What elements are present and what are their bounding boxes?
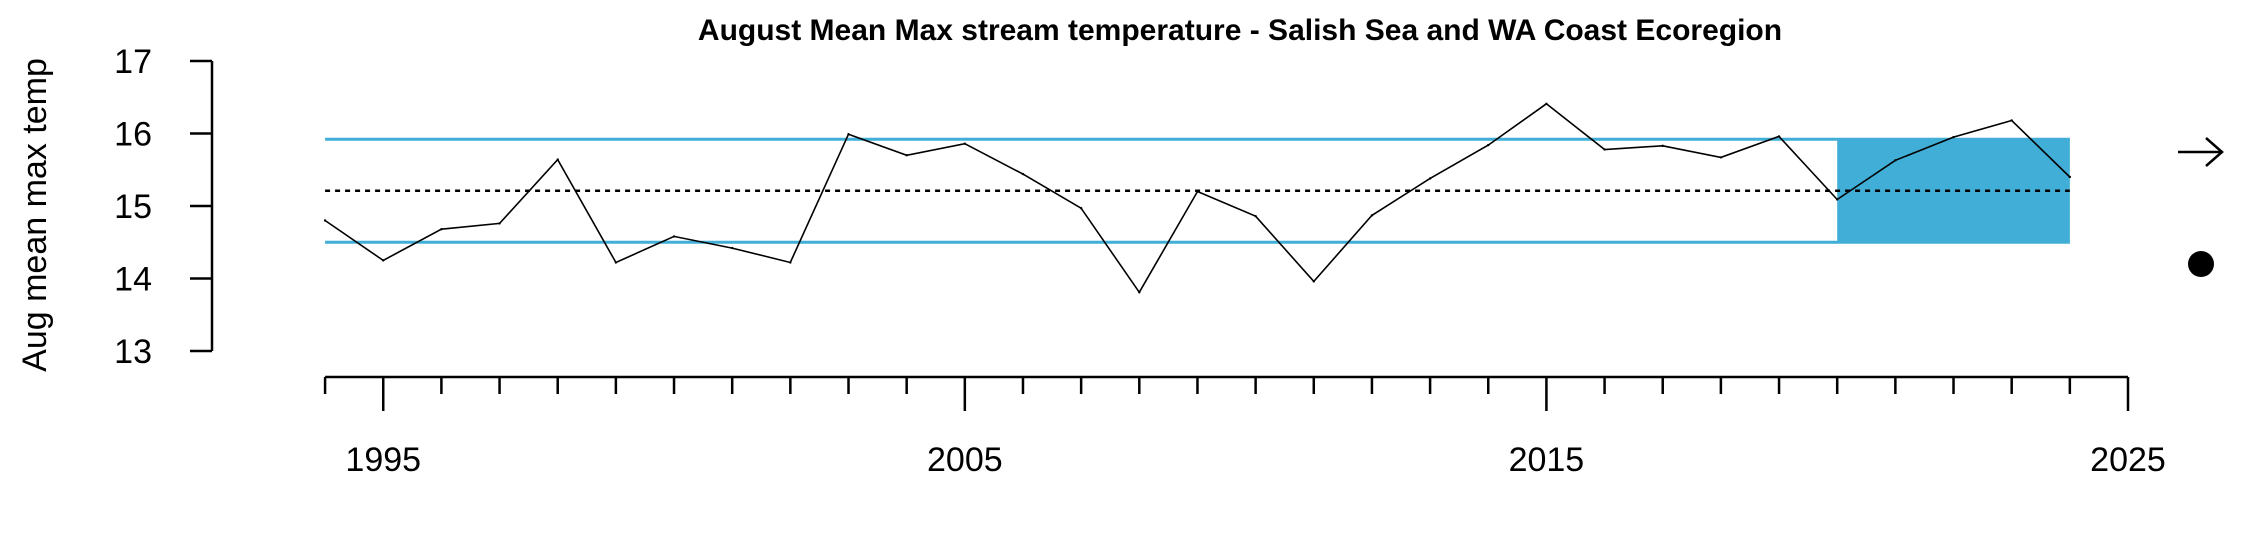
data-point bbox=[672, 235, 676, 238]
data-point bbox=[614, 261, 618, 264]
data-point bbox=[323, 219, 327, 222]
data-point bbox=[2010, 119, 2013, 122]
data-point bbox=[1428, 177, 1432, 180]
x-tick-label: 2015 bbox=[1509, 441, 1585, 479]
data-point bbox=[1370, 214, 1374, 217]
data-point bbox=[1603, 148, 1606, 151]
y-tick-label: 17 bbox=[114, 43, 152, 81]
data-point bbox=[1487, 143, 1490, 147]
data-point bbox=[963, 142, 967, 145]
trend-arrow-head-icon bbox=[2205, 137, 2224, 167]
recent-window-rect bbox=[1837, 139, 2070, 243]
y-axis: 13 14 15 16 17 bbox=[114, 43, 214, 371]
sd-band-layer bbox=[325, 137, 2070, 244]
data-point bbox=[1312, 280, 1315, 283]
data-point bbox=[556, 158, 559, 161]
data-point bbox=[1777, 135, 1781, 138]
data-point bbox=[1254, 214, 1257, 218]
data-point bbox=[1894, 159, 1897, 162]
recent-window-layer bbox=[1837, 139, 2070, 243]
x-tick-label: 2025 bbox=[2090, 441, 2166, 479]
y-axis-label: Aug mean max temp bbox=[16, 58, 54, 372]
y-tick-label: 15 bbox=[114, 188, 152, 226]
data-point bbox=[1952, 135, 1955, 139]
data-point bbox=[905, 154, 908, 157]
data-point bbox=[2068, 175, 2072, 179]
data-point bbox=[1545, 102, 1548, 105]
data-point bbox=[789, 261, 792, 264]
data-point bbox=[1196, 190, 1199, 193]
mean-status-dot-icon bbox=[2188, 251, 2214, 277]
series-line bbox=[324, 102, 2071, 294]
series-layer bbox=[323, 102, 2072, 294]
x-axis: 1995 2005 2015 2025 bbox=[323, 375, 2166, 479]
indicator-layer bbox=[2178, 137, 2224, 277]
data-point bbox=[730, 246, 734, 250]
y-tick-label: 16 bbox=[114, 116, 152, 154]
data-point bbox=[1021, 172, 1025, 176]
data-point bbox=[1719, 156, 1723, 159]
data-point bbox=[1138, 291, 1141, 294]
y-tick-label: 13 bbox=[114, 333, 152, 371]
data-point bbox=[1079, 206, 1083, 210]
x-tick-label: 1995 bbox=[345, 441, 421, 479]
data-point bbox=[498, 222, 501, 225]
x-tick-label: 2005 bbox=[927, 441, 1003, 479]
data-point bbox=[1836, 198, 1839, 201]
data-point bbox=[847, 133, 850, 136]
data-point bbox=[382, 259, 385, 262]
data-point bbox=[1661, 144, 1664, 148]
chart-title: August Mean Max stream temperature - Sal… bbox=[698, 14, 1782, 47]
data-point bbox=[440, 228, 443, 231]
y-tick-label: 14 bbox=[114, 261, 152, 299]
